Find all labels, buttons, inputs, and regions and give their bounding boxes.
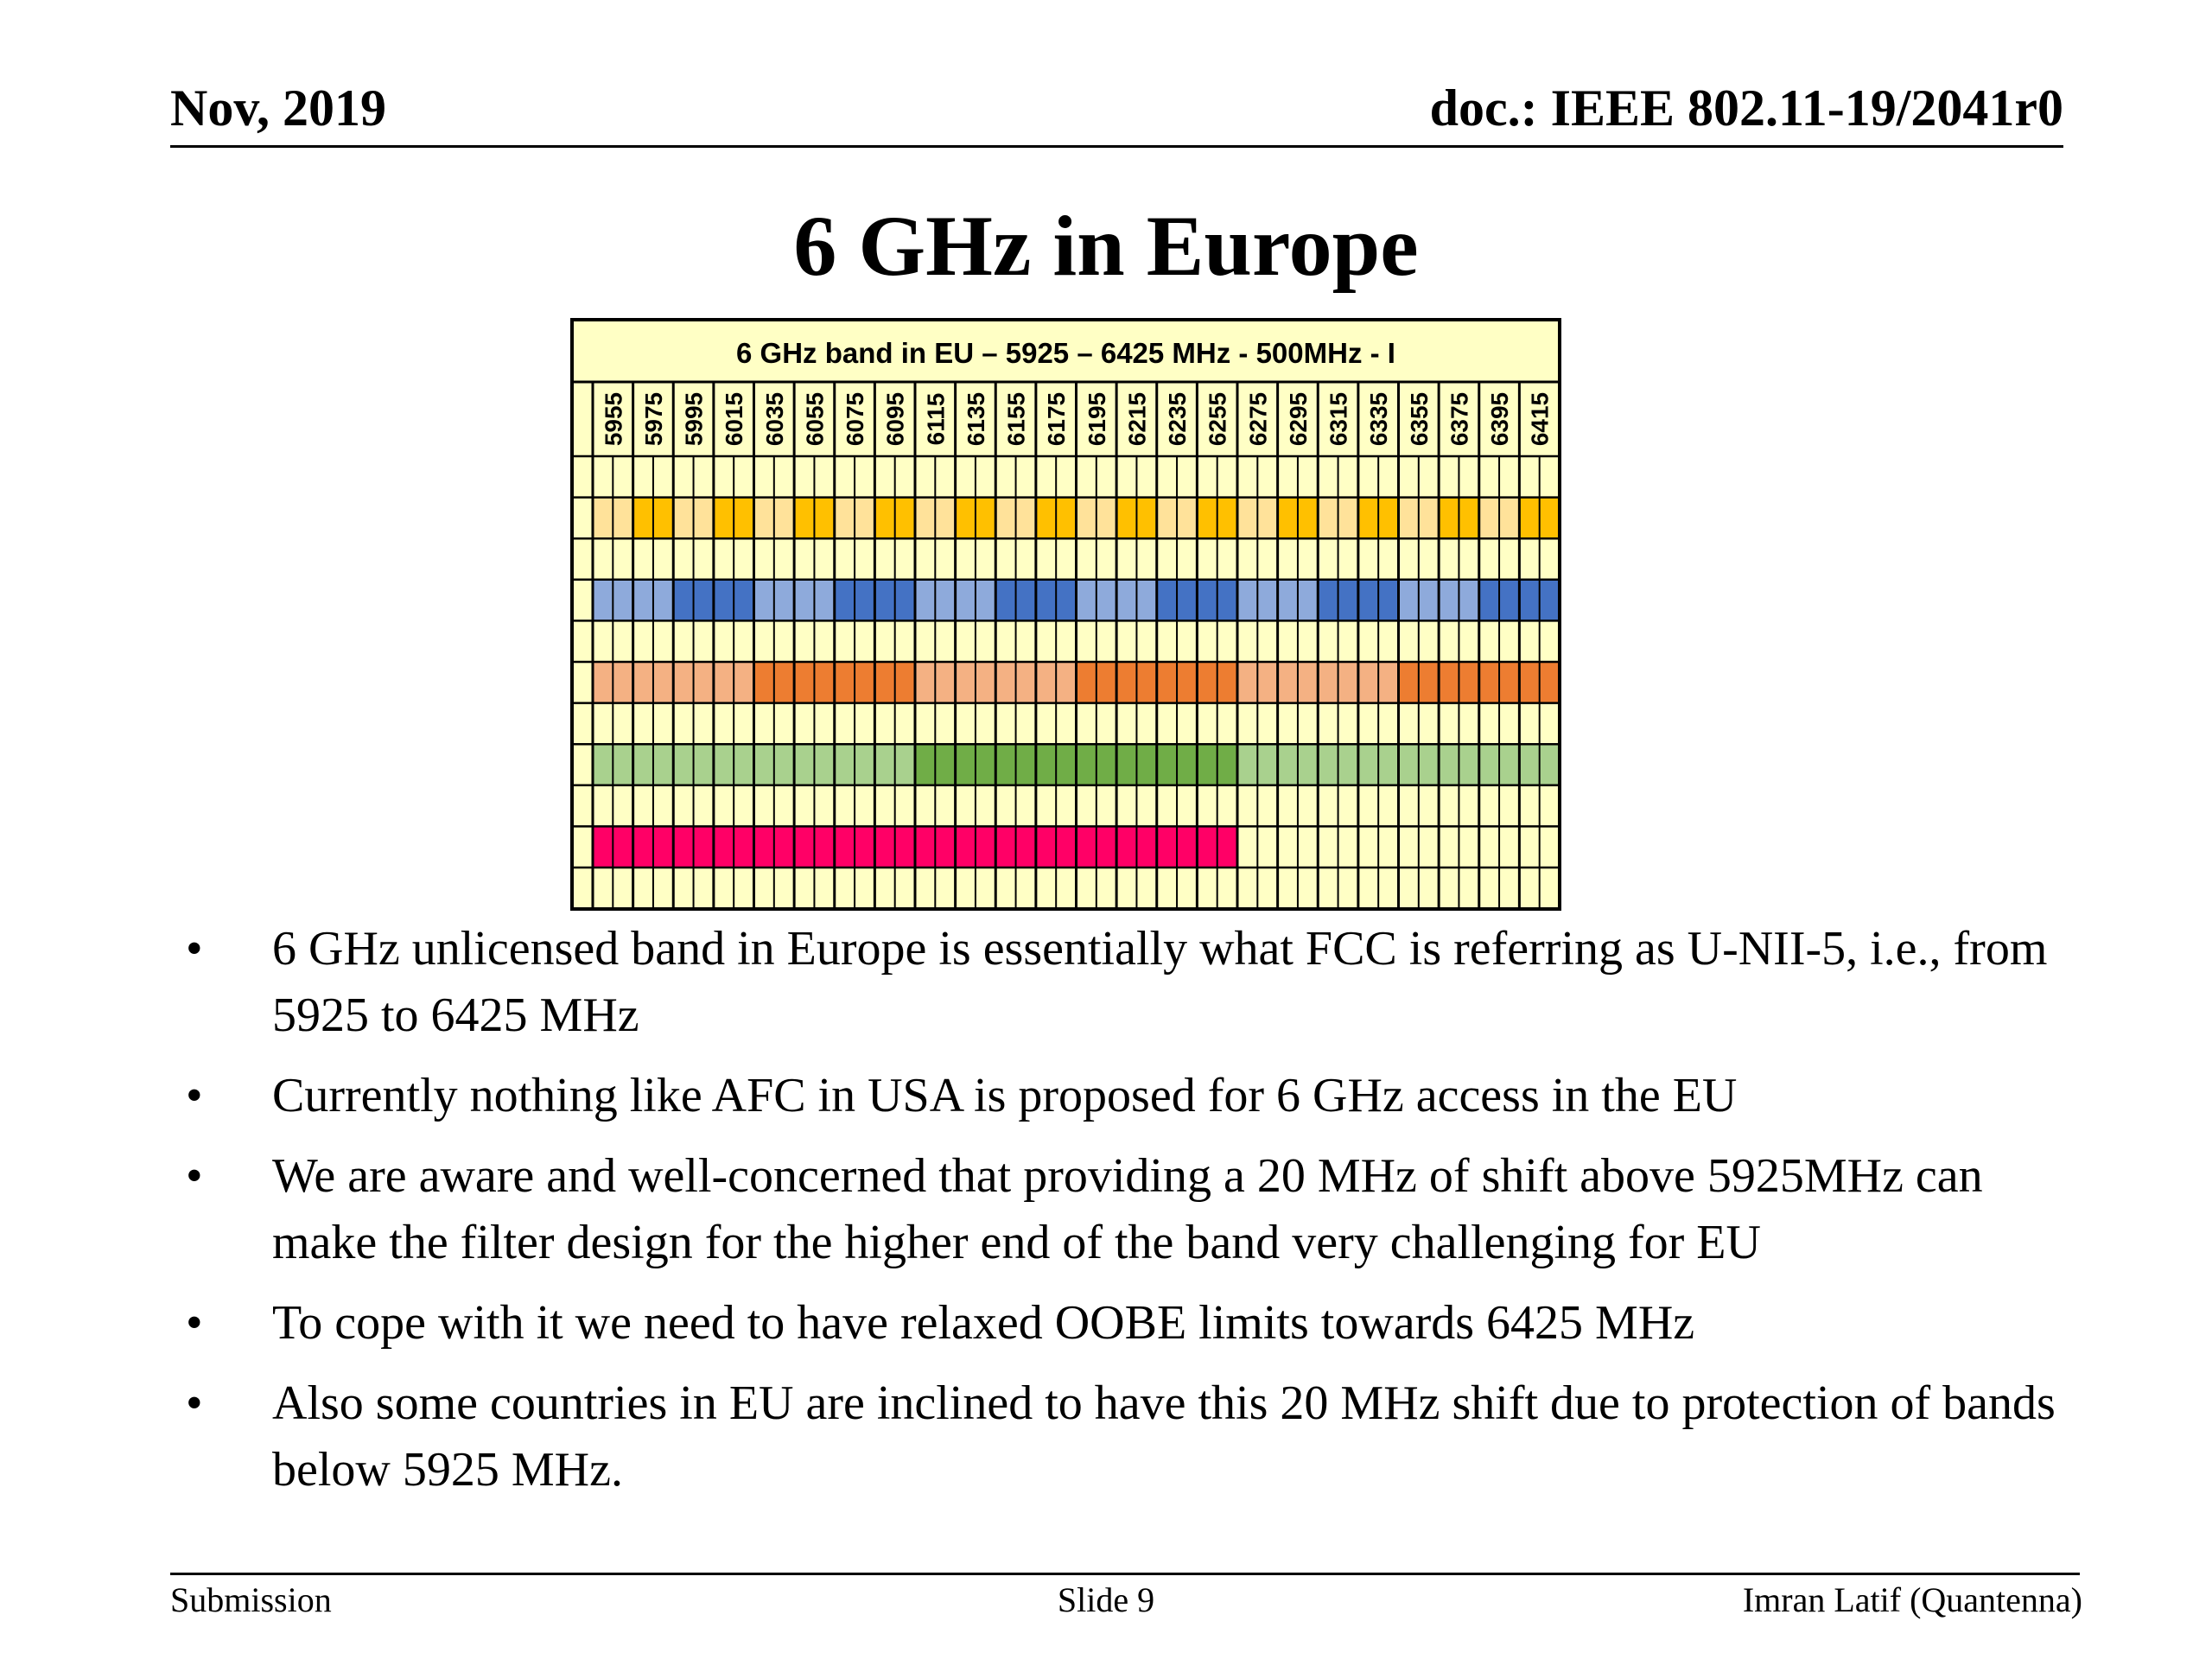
frequency-label: 6295 [1285, 392, 1312, 446]
frequency-label: 6255 [1205, 392, 1231, 446]
footer-submission: Submission [170, 1580, 332, 1619]
bullet-symbol: • [186, 922, 203, 976]
band-grid-lines [570, 318, 1561, 911]
header-doc-id: doc.: IEEE 802.11-19/2041r0 [1429, 79, 2063, 137]
frequency-labels: 5955 5975 5995 6015 6035 6055 6075 6095 6115 6135… [600, 392, 1553, 446]
frequency-label: 6235 [1164, 392, 1191, 446]
bullet-symbol: • [186, 1149, 203, 1203]
frequency-label: 6395 [1486, 392, 1513, 446]
frequency-label: 6195 [1084, 392, 1110, 446]
frequency-label: 6415 [1527, 392, 1554, 446]
frequency-label: 6335 [1365, 392, 1392, 446]
footer-slide-number: Slide 9 [1057, 1580, 1155, 1619]
frequency-label: 6095 [882, 392, 909, 446]
bullet-item: • Also some countries in EU are inclined… [186, 1370, 2061, 1503]
frequency-label: 6115 [922, 393, 949, 446]
frequency-label: 5995 [681, 392, 708, 446]
bullet-text: Also some countries in EU are inclined t… [272, 1376, 2056, 1497]
bullet-text: To cope with it we need to have relaxed … [272, 1296, 1695, 1350]
header-date: Nov, 2019 [170, 79, 387, 137]
bullet-text: 6 GHz unlicensed band in Europe is essen… [272, 922, 2048, 1042]
bullet-item: • 6 GHz unlicensed band in Europe is ess… [186, 916, 2061, 1049]
header-divider [170, 145, 2063, 148]
bullet-text: Currently nothing like AFC in USA is pro… [272, 1069, 1738, 1122]
frequency-label: 6015 [721, 392, 747, 446]
footer-divider [170, 1573, 2080, 1575]
band-chart-title: 6 GHz band in EU – 5925 – 6425 MHz - 500… [736, 337, 1395, 369]
bullet-symbol: • [186, 1296, 203, 1350]
bullet-item: • To cope with it we need to have relaxe… [186, 1290, 2061, 1357]
frequency-label: 6275 [1244, 392, 1271, 446]
bullet-text: We are aware and well-concerned that pro… [272, 1149, 1983, 1269]
bullet-item: • Currently nothing like AFC in USA is p… [186, 1063, 2061, 1129]
frequency-label: 6375 [1446, 392, 1472, 446]
frequency-label: 6355 [1406, 392, 1433, 446]
frequency-label: 6035 [761, 392, 788, 446]
footer-author: Imran Latif (Quantenna) [1742, 1580, 2082, 1619]
frequency-label: 6175 [1043, 392, 1070, 446]
slide-title: 6 GHz in Europe [793, 198, 1419, 294]
frequency-label: 6135 [963, 392, 989, 446]
frequency-label: 6315 [1325, 392, 1352, 446]
bullet-list: • 6 GHz unlicensed band in Europe is ess… [186, 916, 2061, 1517]
frequency-label: 6075 [842, 392, 868, 446]
bullet-symbol: • [186, 1069, 203, 1122]
frequency-label: 6155 [1003, 392, 1030, 446]
bullet-item: • We are aware and well-concerned that p… [186, 1143, 2061, 1276]
frequency-label: 5975 [640, 392, 667, 446]
frequency-label: 5955 [600, 392, 626, 446]
frequency-label: 6215 [1123, 392, 1150, 446]
bullet-symbol: • [186, 1376, 203, 1430]
frequency-label: 6055 [801, 392, 828, 446]
